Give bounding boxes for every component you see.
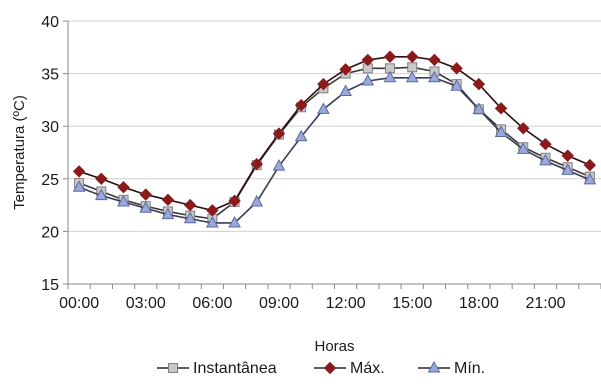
data-point xyxy=(383,50,397,63)
y-tick-label: 35 xyxy=(41,67,59,84)
data-point xyxy=(72,165,86,178)
data-point xyxy=(428,70,441,83)
data-point xyxy=(494,102,508,115)
data-point xyxy=(117,194,130,207)
data-point xyxy=(406,50,419,63)
data-point xyxy=(294,129,308,142)
series-3 xyxy=(72,70,597,228)
legend-marker xyxy=(323,361,337,375)
data-point xyxy=(472,102,486,114)
x-tick-label: 06:00 xyxy=(192,295,232,312)
legend: Instantânea Máx. Mín. xyxy=(157,360,485,377)
x-tick-label: 09:00 xyxy=(259,295,299,312)
data-point xyxy=(161,207,175,220)
series-line xyxy=(78,77,591,224)
data-point xyxy=(272,159,286,171)
x-tick-labels: 00:00 03:00 06:00 09:00 12:00 15:00 18:00 21:00 xyxy=(59,295,566,312)
y-tick-label: 25 xyxy=(41,172,59,189)
y-tick-labels: 15 20 25 30 35 40 xyxy=(41,14,59,294)
data-point xyxy=(539,137,552,151)
data-point xyxy=(472,77,486,91)
series-line xyxy=(78,66,591,220)
data-point xyxy=(428,53,441,67)
x-tick-label: 12:00 xyxy=(326,295,366,312)
data-point xyxy=(228,194,241,208)
data-point xyxy=(250,157,263,171)
legend-item: Máx. xyxy=(314,360,385,377)
data-point xyxy=(494,125,508,138)
data-point xyxy=(294,98,308,112)
data-point xyxy=(561,149,574,162)
data-point xyxy=(72,180,86,192)
legend-item: Mín. xyxy=(418,360,485,377)
data-point xyxy=(583,172,597,185)
data-point xyxy=(206,215,219,228)
data-point xyxy=(161,193,175,207)
gridlines xyxy=(63,20,601,289)
data-point xyxy=(383,70,397,83)
legend-marker xyxy=(168,363,178,373)
data-point xyxy=(139,188,152,201)
data-point xyxy=(561,163,575,175)
data-point xyxy=(361,73,375,86)
x-tick-label: 03:00 xyxy=(126,295,166,312)
data-point xyxy=(539,153,552,166)
data-point xyxy=(583,158,597,172)
y-axis-label: Temperatura (ºC) xyxy=(11,95,28,210)
data-point xyxy=(339,84,352,96)
data-point xyxy=(183,211,197,224)
x-tick-label: 15:00 xyxy=(392,295,432,312)
legend-marker xyxy=(427,360,441,373)
legend-label: Máx. xyxy=(350,360,385,377)
data-point xyxy=(450,79,463,91)
x-tick-label: 21:00 xyxy=(525,295,565,312)
series-lines xyxy=(72,50,597,228)
data-point xyxy=(517,122,530,135)
y-tick-label: 40 xyxy=(41,14,59,31)
data-point xyxy=(183,198,197,212)
data-point xyxy=(206,204,219,217)
data-point xyxy=(139,201,153,213)
series-1 xyxy=(74,62,595,224)
data-point xyxy=(405,70,419,83)
y-tick-label: 30 xyxy=(41,119,59,136)
y-tick-label: 15 xyxy=(41,277,59,294)
y-tick-label: 20 xyxy=(41,224,59,241)
axes xyxy=(67,21,601,285)
legend-label: Instantânea xyxy=(193,360,277,377)
data-point xyxy=(361,53,375,67)
x-axis-label: Horas xyxy=(314,338,354,355)
data-point xyxy=(407,62,418,73)
data-point xyxy=(117,181,130,194)
data-point xyxy=(95,172,108,186)
data-point xyxy=(228,215,241,228)
series-line xyxy=(78,55,591,212)
data-point xyxy=(317,102,330,114)
data-point xyxy=(450,62,463,75)
data-point xyxy=(516,142,530,154)
x-tick-label: 00:00 xyxy=(59,295,99,312)
data-point xyxy=(272,127,286,140)
series-2 xyxy=(72,50,597,217)
legend-item: Instantânea xyxy=(157,360,277,377)
x-tick-label: 18:00 xyxy=(459,295,499,312)
data-point xyxy=(317,77,330,91)
data-point xyxy=(339,63,352,76)
legend-label: Mín. xyxy=(454,360,485,377)
data-point xyxy=(250,194,264,207)
data-point xyxy=(94,188,108,201)
